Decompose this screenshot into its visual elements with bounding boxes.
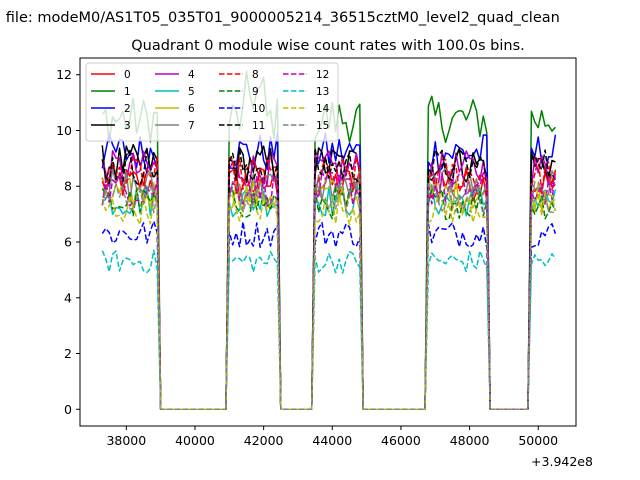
legend-box: [85, 62, 339, 142]
x-tick-label: 42000: [244, 433, 284, 448]
x-tick-label: 46000: [381, 433, 421, 448]
series-line-14: [101, 192, 557, 411]
legend-label-7: 7: [188, 120, 195, 132]
legend-label-9: 9: [252, 86, 259, 98]
x-axis: 38000 40000 42000 44000 46000 48000 50000: [106, 426, 558, 448]
figure-suptitle: n file: modeM0/AS1T05_035T01_9000005214_…: [0, 10, 560, 26]
x-tick-label: 38000: [106, 433, 146, 448]
legend-label-10: 10: [252, 103, 265, 115]
legend-label-1: 1: [124, 86, 131, 98]
legend-label-13: 13: [316, 86, 329, 98]
legend-label-5: 5: [188, 86, 195, 98]
legend-label-0: 0: [124, 69, 131, 81]
legend-label-2: 2: [124, 103, 131, 115]
y-tick-label: 12: [56, 67, 72, 82]
x-tick-label: 40000: [175, 433, 215, 448]
x-offset-label: +3.942e8: [531, 454, 593, 469]
x-tick-label: 48000: [450, 433, 490, 448]
y-axis: 0 2 4 6 8 10 12: [56, 67, 80, 417]
legend-label-6: 6: [188, 103, 195, 115]
legend-label-4: 4: [188, 69, 195, 81]
chart-title: Quadrant 0 module wise count rates with …: [131, 38, 525, 54]
x-tick-label: 44000: [312, 433, 352, 448]
legend-label-15: 15: [316, 120, 329, 132]
y-tick-label: 2: [64, 346, 72, 361]
y-tick-label: 0: [64, 402, 72, 417]
legend-label-12: 12: [316, 69, 329, 81]
plot-lines: [101, 70, 557, 411]
legend-label-14: 14: [316, 103, 330, 115]
legend-label-8: 8: [252, 69, 259, 81]
y-tick-label: 10: [56, 123, 72, 138]
y-tick-label: 6: [64, 235, 72, 250]
y-tick-label: 8: [64, 179, 72, 194]
y-tick-label: 4: [64, 290, 72, 305]
legend-label-11: 11: [252, 120, 265, 132]
series-line-15: [101, 180, 556, 411]
legend-label-3: 3: [124, 120, 131, 132]
x-tick-label: 50000: [518, 433, 558, 448]
